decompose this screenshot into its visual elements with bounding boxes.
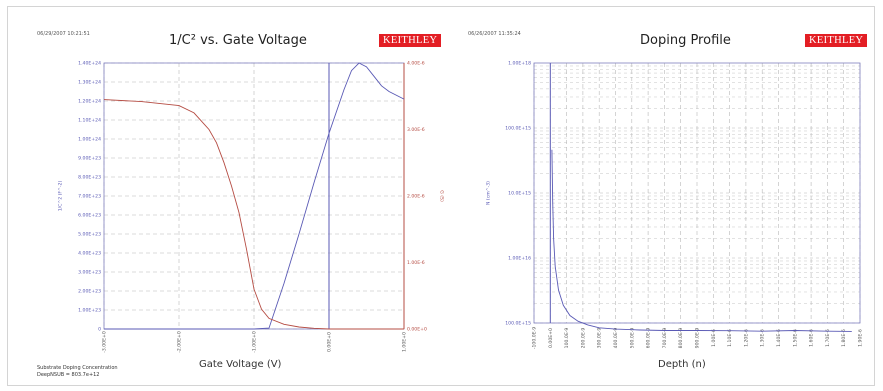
x-tick-label: 1.20E-6 bbox=[743, 329, 749, 347]
x-tick-label: 900.0E-9 bbox=[695, 328, 701, 349]
y-tick-label: 7.00E+23 bbox=[78, 194, 101, 200]
x-axis-label: Gate Voltage (V) bbox=[199, 359, 282, 370]
y-tick-label: 100.0E+15 bbox=[505, 126, 531, 132]
doping-chart-panel: 06/26/2007 11:35:24 Doping Profile KEITH… bbox=[468, 7, 873, 383]
brand-logo: KEITHLEY bbox=[379, 34, 442, 47]
y-tick-label: 5.00E+23 bbox=[78, 232, 101, 238]
x-tick-label: 1.00E+0 bbox=[402, 332, 408, 352]
x-tick-label: 1.70E-6 bbox=[825, 329, 831, 347]
brand-logo: KEITHLEY bbox=[805, 34, 868, 47]
y2-tick-label: 4.00E-6 bbox=[407, 61, 425, 67]
cv-chart-panel: 06/29/2007 10:21:51 1/C² vs. Gate Voltag… bbox=[34, 7, 454, 383]
doping-chart-plot: -100.0E-9 0.00E+0 100.0E-9 200.0E-9 300.0E-9… bbox=[486, 61, 864, 350]
y-tick-label: 10.0E+15 bbox=[508, 191, 531, 197]
x-tick-label: 100.0E-9 bbox=[564, 328, 570, 349]
chart-title: 1/C² vs. Gate Voltage bbox=[169, 33, 307, 48]
x-tick-label: 1.10E-6 bbox=[727, 329, 733, 347]
y-tick-label: 100.0E+15 bbox=[505, 321, 531, 327]
chart-title: Doping Profile bbox=[640, 33, 731, 48]
x-tick-label: 1.80E-6 bbox=[841, 329, 847, 347]
series-doping-line bbox=[551, 149, 852, 332]
x-tick-label: 1.40E-6 bbox=[776, 329, 782, 347]
x-tick-label: 1.30E-6 bbox=[760, 329, 766, 347]
series-inverse-capacitance-line bbox=[104, 62, 405, 330]
cv-chart-plot: -3.00E+0 -2.00E+0 -1.00E+0 0.00E+0 1.00E+001… bbox=[58, 61, 445, 353]
y-tick-label: 9.00E+23 bbox=[78, 156, 101, 162]
footnote-doping-value: DeepNSUB = 803.7e+12 bbox=[37, 372, 100, 378]
x-tick-label: -100.0E-9 bbox=[532, 327, 538, 349]
x-tick-label: 1.90E-6 bbox=[858, 329, 864, 347]
y-tick-label: 1.00E+23 bbox=[78, 308, 101, 314]
y-tick-label: 1.40E+24 bbox=[78, 61, 101, 67]
x-tick-label: -2.00E+0 bbox=[177, 331, 183, 353]
x-tick-label: 300.0E-9 bbox=[597, 328, 603, 349]
y-tick-label: 8.00E+23 bbox=[78, 175, 101, 181]
x-tick-label: -3.00E+0 bbox=[102, 331, 108, 353]
x-tick-label: 800.0E-9 bbox=[678, 328, 684, 349]
x-tick-label: 400.0E-9 bbox=[613, 328, 619, 349]
y-axis-label: N (cm^-3) bbox=[486, 181, 492, 205]
y-tick-label: 4.00E+23 bbox=[78, 251, 101, 257]
footnote-doping-label: Substrate Doping Concentration bbox=[37, 365, 118, 371]
y-tick-label: 0 bbox=[98, 327, 101, 333]
y2-tick-label: 2.00E-6 bbox=[407, 194, 425, 200]
x-tick-label: -1.00E+0 bbox=[252, 331, 258, 353]
y2-tick-label: 0.00E+0 bbox=[407, 327, 427, 333]
x-axis-label: Depth (n) bbox=[658, 359, 706, 370]
y-tick-label: 1.20E+24 bbox=[78, 99, 101, 105]
timestamp: 06/29/2007 10:21:51 bbox=[37, 31, 90, 37]
y2-tick-label: 1.00E-6 bbox=[407, 260, 425, 266]
x-tick-label: 0.00E+0 bbox=[548, 328, 554, 348]
y-tick-label: 3.00E+23 bbox=[78, 270, 101, 276]
x-tick-label: 600.0E-9 bbox=[646, 328, 652, 349]
figure-frame: 06/29/2007 10:21:51 1/C² vs. Gate Voltag… bbox=[7, 6, 875, 386]
series-conductance-line bbox=[103, 99, 404, 330]
y-tick-label: 1.00E+18 bbox=[508, 61, 531, 67]
y-tick-label: 2.00E+23 bbox=[78, 289, 101, 295]
y2-axis-label: G (S) bbox=[439, 190, 445, 202]
x-tick-label: 1.00E-6 bbox=[711, 329, 717, 347]
y-tick-label: 1.10E+24 bbox=[78, 118, 101, 124]
plot-border bbox=[533, 62, 861, 324]
x-tick-label: 500.0E-9 bbox=[629, 328, 635, 349]
y-tick-label: 1.00E+16 bbox=[508, 256, 531, 262]
x-tick-label: 1.60E-6 bbox=[809, 329, 815, 347]
y-tick-label: 1.30E+24 bbox=[78, 80, 101, 86]
y-tick-label: 6.00E+23 bbox=[78, 213, 101, 219]
y2-tick-label: 3.00E-6 bbox=[407, 127, 425, 133]
x-tick-label: 700.0E-9 bbox=[662, 328, 668, 349]
timestamp: 06/26/2007 11:35:24 bbox=[468, 31, 521, 37]
y-tick-label: 1.00E+24 bbox=[78, 137, 101, 143]
y-axis-label: 1/C^2 (F^-2) bbox=[58, 181, 64, 212]
x-tick-label: 1.50E-6 bbox=[792, 329, 798, 347]
x-tick-label: 200.0E-9 bbox=[580, 328, 586, 349]
x-tick-label: 0.00E+0 bbox=[327, 332, 333, 352]
